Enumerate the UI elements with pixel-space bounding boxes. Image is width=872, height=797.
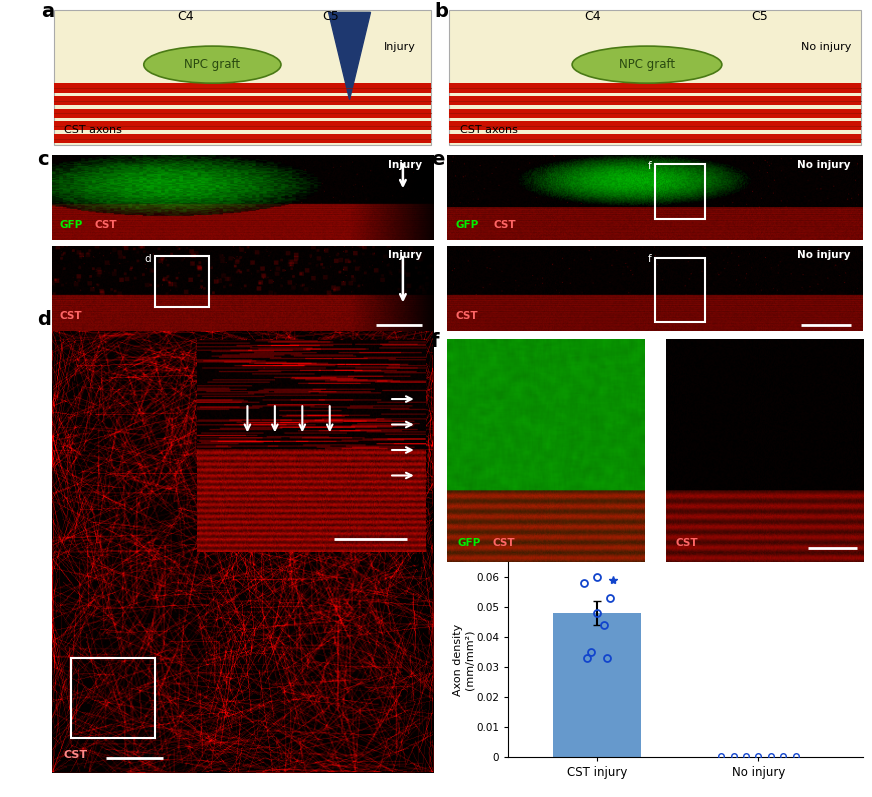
Bar xyxy=(553,613,642,757)
Text: e: e xyxy=(431,150,444,169)
Text: Injury: Injury xyxy=(384,42,416,52)
Text: a: a xyxy=(41,2,54,22)
Bar xyxy=(54,108,432,118)
Bar xyxy=(54,134,432,143)
Bar xyxy=(54,84,432,92)
Text: No injury: No injury xyxy=(800,42,851,52)
Text: c: c xyxy=(37,150,49,169)
Bar xyxy=(449,121,862,131)
Text: d: d xyxy=(37,309,51,328)
Text: CST axons: CST axons xyxy=(460,125,518,135)
Bar xyxy=(54,121,432,131)
Ellipse shape xyxy=(572,46,722,83)
Bar xyxy=(54,96,432,105)
Text: NPC graft: NPC graft xyxy=(184,58,241,71)
Bar xyxy=(449,108,862,118)
Text: CST axons: CST axons xyxy=(64,125,121,135)
Text: NPC graft: NPC graft xyxy=(619,58,675,71)
Text: b: b xyxy=(435,2,449,22)
Ellipse shape xyxy=(144,46,281,83)
Y-axis label: Axon density
(mm/mm²): Axon density (mm/mm²) xyxy=(453,623,475,696)
Text: C4: C4 xyxy=(177,10,194,23)
Text: g: g xyxy=(409,550,423,569)
Bar xyxy=(449,84,862,92)
Text: C5: C5 xyxy=(322,10,339,23)
Text: C5: C5 xyxy=(751,10,767,23)
Bar xyxy=(449,96,862,105)
Polygon shape xyxy=(329,12,371,100)
Bar xyxy=(449,134,862,143)
Text: C4: C4 xyxy=(584,10,601,23)
Text: f: f xyxy=(431,332,439,351)
